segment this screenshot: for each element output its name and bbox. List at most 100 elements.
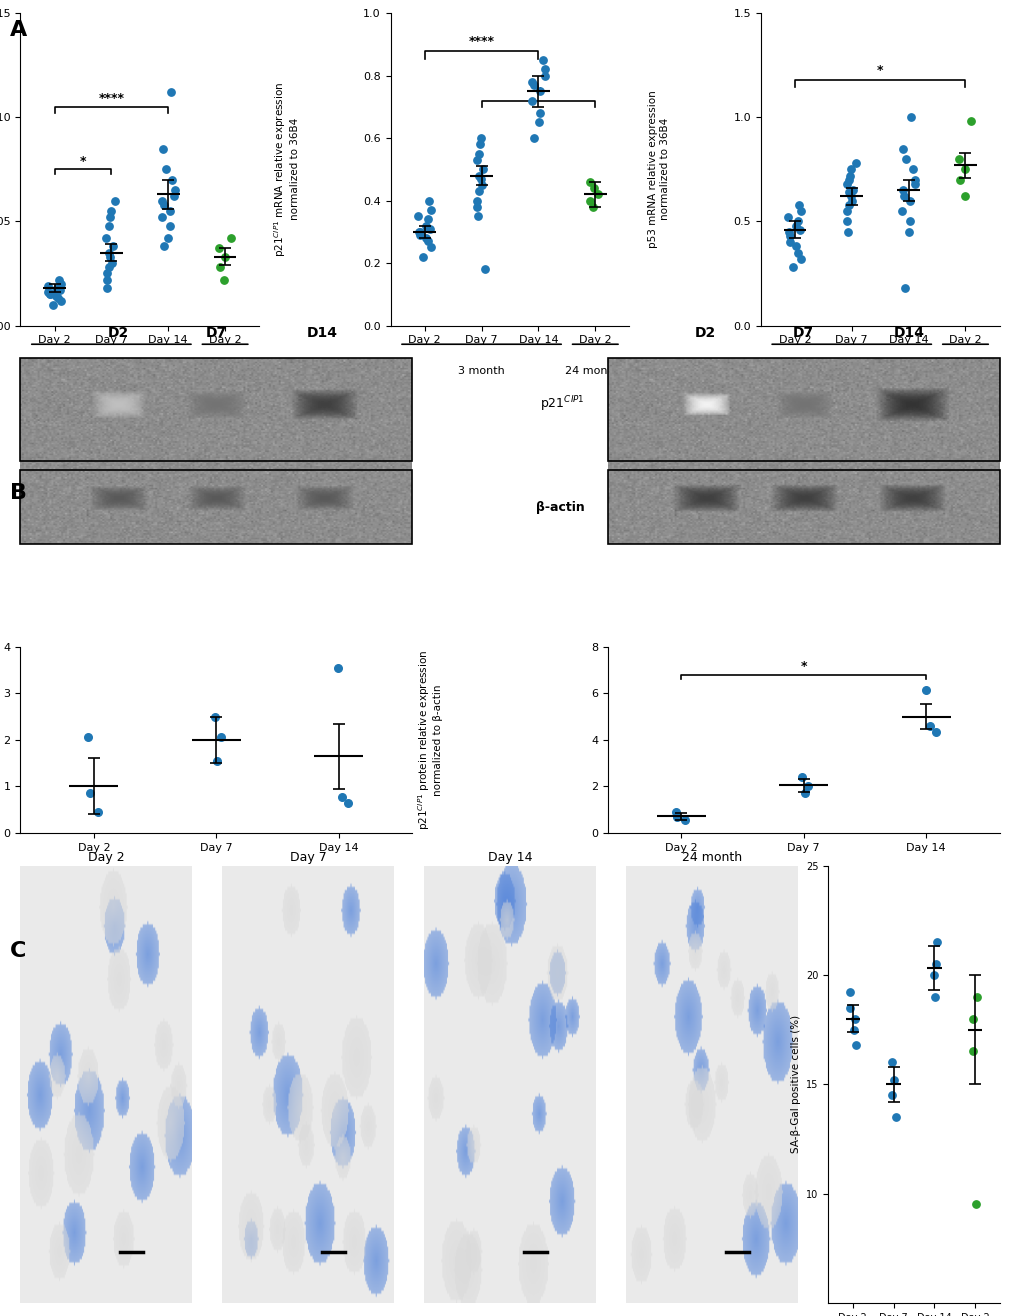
Y-axis label: p53 mRNA relative expression
normalized to 36B4: p53 mRNA relative expression normalized … bbox=[648, 91, 669, 249]
Text: 24 months: 24 months bbox=[195, 366, 255, 376]
Text: D14: D14 bbox=[893, 325, 924, 340]
Y-axis label: SA-β-Gal positive cells (%): SA-β-Gal positive cells (%) bbox=[790, 1015, 800, 1153]
Point bbox=[904, 159, 920, 180]
Point bbox=[154, 207, 170, 228]
Point bbox=[780, 207, 796, 228]
Text: p21$^{CIP1}$: p21$^{CIP1}$ bbox=[539, 395, 584, 415]
Text: 3 month: 3 month bbox=[827, 366, 874, 376]
Point bbox=[840, 195, 856, 216]
Point bbox=[42, 284, 58, 305]
Point bbox=[100, 242, 116, 263]
Point bbox=[581, 190, 597, 211]
Point bbox=[470, 164, 486, 186]
Point bbox=[164, 170, 180, 191]
Point bbox=[48, 279, 64, 300]
Point bbox=[471, 180, 487, 201]
Title: Day 7: Day 7 bbox=[289, 851, 326, 865]
Point bbox=[582, 171, 598, 192]
Point bbox=[906, 170, 922, 191]
Text: ****: **** bbox=[468, 36, 494, 47]
Point bbox=[99, 270, 115, 291]
Point bbox=[473, 128, 489, 149]
Point bbox=[668, 807, 685, 828]
Text: B: B bbox=[10, 483, 28, 503]
Point bbox=[470, 143, 486, 164]
Point bbox=[101, 207, 117, 228]
Point bbox=[525, 75, 541, 96]
Point bbox=[99, 278, 115, 299]
Point bbox=[530, 112, 546, 133]
Point bbox=[840, 170, 856, 191]
Point bbox=[90, 801, 106, 822]
Point bbox=[677, 809, 693, 830]
Point bbox=[584, 196, 600, 217]
Point bbox=[412, 221, 428, 242]
Point bbox=[41, 282, 57, 303]
Point bbox=[897, 149, 913, 170]
Point bbox=[962, 111, 978, 132]
Point bbox=[51, 270, 67, 291]
Point bbox=[207, 707, 223, 728]
Point bbox=[799, 776, 815, 797]
Point bbox=[951, 170, 967, 191]
Point bbox=[843, 190, 859, 211]
Text: *: * bbox=[79, 155, 87, 167]
Point bbox=[791, 220, 807, 241]
Point bbox=[98, 228, 114, 249]
Point bbox=[842, 159, 858, 180]
Point bbox=[589, 184, 605, 205]
Point bbox=[782, 232, 798, 253]
Point bbox=[846, 1008, 862, 1029]
Point bbox=[839, 221, 855, 242]
Point bbox=[107, 190, 123, 211]
Point bbox=[901, 190, 917, 211]
Point bbox=[792, 249, 808, 270]
Point bbox=[883, 1084, 900, 1105]
Point bbox=[42, 284, 58, 305]
Text: A: A bbox=[10, 20, 28, 39]
Point bbox=[410, 205, 426, 226]
Point bbox=[793, 200, 809, 221]
Point bbox=[334, 786, 351, 807]
Text: 3 month: 3 month bbox=[458, 366, 504, 376]
Point bbox=[419, 209, 435, 230]
Point bbox=[924, 965, 941, 986]
Point bbox=[99, 263, 115, 284]
Title: Day 14: Day 14 bbox=[487, 851, 532, 865]
Point bbox=[161, 215, 177, 236]
Point bbox=[950, 149, 966, 170]
Point bbox=[902, 107, 918, 128]
Text: D2: D2 bbox=[695, 325, 715, 340]
Point bbox=[154, 190, 170, 211]
Point bbox=[791, 195, 807, 216]
Point bbox=[968, 986, 984, 1007]
Point bbox=[964, 1041, 980, 1062]
Point bbox=[964, 1008, 980, 1029]
Point bbox=[536, 59, 552, 80]
Point bbox=[845, 1019, 861, 1040]
Point bbox=[50, 288, 66, 309]
Title: Day 2: Day 2 bbox=[88, 851, 124, 865]
Point bbox=[586, 178, 602, 199]
Point bbox=[475, 159, 491, 180]
Point bbox=[40, 275, 56, 296]
Point bbox=[926, 721, 943, 742]
Point bbox=[956, 186, 972, 207]
Point bbox=[894, 179, 910, 200]
Point bbox=[469, 205, 485, 226]
Point bbox=[339, 792, 356, 813]
Point bbox=[841, 982, 857, 1003]
Text: D7: D7 bbox=[206, 325, 226, 340]
Point bbox=[160, 228, 176, 249]
Point bbox=[894, 200, 910, 221]
Point bbox=[796, 783, 812, 804]
Point bbox=[100, 215, 116, 236]
Bar bbox=[20, 358, 412, 461]
Point bbox=[847, 1034, 863, 1055]
Point bbox=[51, 279, 67, 300]
Text: *: * bbox=[800, 661, 806, 672]
Text: D2: D2 bbox=[108, 325, 128, 340]
Point bbox=[421, 218, 437, 240]
Text: D14: D14 bbox=[306, 325, 337, 340]
Point bbox=[917, 679, 933, 700]
